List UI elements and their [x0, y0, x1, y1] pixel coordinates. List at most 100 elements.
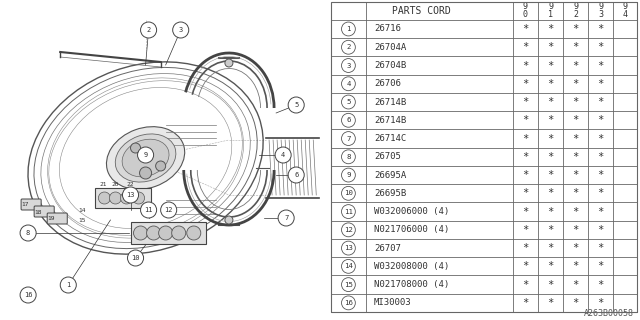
Text: *: *: [547, 261, 554, 271]
Circle shape: [161, 202, 177, 218]
Text: 9
3: 9 3: [598, 2, 604, 20]
Text: 16: 16: [344, 300, 353, 306]
Text: *: *: [598, 261, 604, 271]
Text: *: *: [598, 24, 604, 34]
FancyBboxPatch shape: [95, 188, 150, 208]
Text: 13: 13: [344, 245, 353, 251]
Circle shape: [109, 192, 122, 204]
Circle shape: [173, 22, 189, 38]
Circle shape: [20, 225, 36, 241]
Text: 10: 10: [131, 255, 140, 261]
Circle shape: [159, 226, 173, 240]
Text: 3: 3: [346, 62, 351, 68]
Text: *: *: [522, 152, 529, 162]
Circle shape: [141, 22, 157, 38]
Text: *: *: [573, 170, 579, 180]
Text: *: *: [598, 97, 604, 107]
FancyBboxPatch shape: [47, 213, 67, 224]
Text: 2: 2: [346, 44, 351, 50]
Text: 9
0: 9 0: [523, 2, 528, 20]
Circle shape: [288, 167, 304, 183]
Circle shape: [140, 167, 152, 179]
Text: 4: 4: [281, 152, 285, 158]
Text: 14: 14: [79, 207, 86, 212]
Text: *: *: [598, 207, 604, 217]
Text: 22: 22: [127, 182, 134, 188]
Text: *: *: [573, 261, 579, 271]
Text: 14: 14: [344, 263, 353, 269]
Text: *: *: [522, 207, 529, 217]
Text: 15: 15: [344, 282, 353, 288]
Text: *: *: [547, 24, 554, 34]
Text: *: *: [547, 60, 554, 70]
Text: *: *: [547, 79, 554, 89]
Text: *: *: [573, 79, 579, 89]
Circle shape: [225, 216, 233, 224]
Text: *: *: [522, 170, 529, 180]
Circle shape: [156, 161, 166, 171]
Text: *: *: [573, 133, 579, 144]
Text: *: *: [573, 60, 579, 70]
Ellipse shape: [115, 134, 176, 182]
Text: *: *: [522, 60, 529, 70]
FancyBboxPatch shape: [131, 222, 206, 244]
Circle shape: [99, 192, 111, 204]
Text: *: *: [573, 243, 579, 253]
Text: *: *: [547, 115, 554, 125]
Text: *: *: [598, 243, 604, 253]
Text: 26705: 26705: [374, 152, 401, 161]
Text: 5: 5: [294, 102, 298, 108]
Text: 6: 6: [346, 117, 351, 123]
Text: *: *: [547, 225, 554, 235]
Text: *: *: [573, 42, 579, 52]
Circle shape: [20, 287, 36, 303]
Text: 1: 1: [346, 26, 351, 32]
Circle shape: [187, 226, 201, 240]
Circle shape: [131, 143, 141, 153]
Text: *: *: [547, 152, 554, 162]
Text: 9: 9: [346, 172, 351, 178]
Text: *: *: [547, 42, 554, 52]
Text: *: *: [598, 188, 604, 198]
Text: *: *: [547, 243, 554, 253]
Text: 26704A: 26704A: [374, 43, 406, 52]
Ellipse shape: [106, 127, 185, 189]
Text: *: *: [573, 225, 579, 235]
Text: *: *: [522, 243, 529, 253]
Text: 26714C: 26714C: [374, 134, 406, 143]
Text: 16: 16: [24, 292, 33, 298]
Text: *: *: [598, 298, 604, 308]
Text: *: *: [573, 207, 579, 217]
Text: *: *: [547, 188, 554, 198]
Text: 5: 5: [346, 99, 351, 105]
Text: *: *: [573, 280, 579, 290]
Text: *: *: [573, 115, 579, 125]
Text: 12: 12: [344, 227, 353, 233]
Text: 19: 19: [47, 217, 55, 221]
Text: 1: 1: [66, 282, 70, 288]
Text: *: *: [573, 298, 579, 308]
Circle shape: [275, 147, 291, 163]
Text: *: *: [522, 42, 529, 52]
Text: *: *: [573, 188, 579, 198]
Text: MI30003: MI30003: [374, 298, 412, 308]
Text: 7: 7: [284, 215, 288, 221]
Text: N021708000 (4): N021708000 (4): [374, 280, 449, 289]
Text: *: *: [547, 170, 554, 180]
Text: *: *: [522, 225, 529, 235]
Text: *: *: [522, 280, 529, 290]
Text: *: *: [547, 97, 554, 107]
Text: 11: 11: [344, 209, 353, 215]
Text: PARTS CORD: PARTS CORD: [392, 6, 451, 16]
Text: 2: 2: [147, 27, 150, 33]
Circle shape: [60, 277, 76, 293]
Text: 20: 20: [112, 182, 119, 188]
Text: 4: 4: [346, 81, 351, 87]
Text: *: *: [522, 188, 529, 198]
Text: *: *: [598, 115, 604, 125]
Text: *: *: [573, 152, 579, 162]
Text: W032008000 (4): W032008000 (4): [374, 262, 449, 271]
Circle shape: [141, 202, 157, 218]
Text: 11: 11: [145, 207, 153, 213]
Text: 7: 7: [346, 136, 351, 141]
